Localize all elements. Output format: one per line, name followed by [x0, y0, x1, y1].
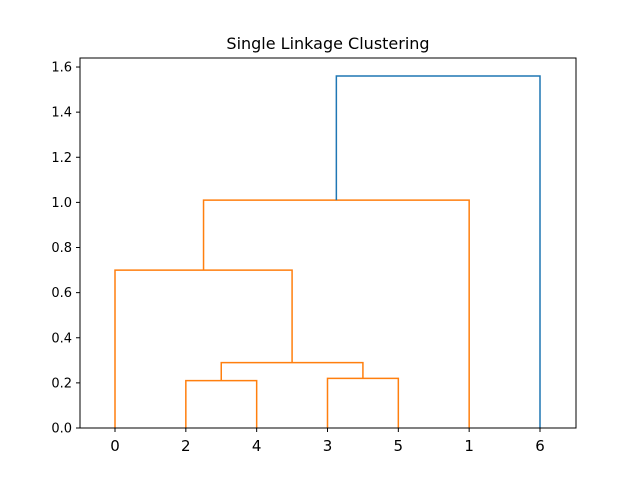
plot-frame	[79, 57, 577, 429]
y-tick-label: 0.2	[51, 376, 72, 391]
dendrogram-link	[202, 199, 470, 428]
leaf-label: 4	[252, 437, 262, 455]
y-tick-label: 0.0	[51, 422, 72, 437]
y-axis: 0.0 0.2 0.4 0.6 0.8 1.0 1.2 1.4 1.6	[51, 61, 80, 437]
leaf-label: 3	[323, 437, 333, 455]
x-axis: 0 2 4 3 5 1 6	[110, 428, 545, 455]
dendrogram-link	[185, 379, 258, 428]
y-tick-label: 0.8	[51, 241, 72, 256]
chart-title: Single Linkage Clustering	[226, 34, 429, 53]
leaf-label: 2	[181, 437, 191, 455]
leaf-label: 6	[535, 437, 545, 455]
dendrogram-link	[335, 75, 541, 428]
dendrogram-link	[114, 269, 293, 428]
y-tick-label: 1.6	[51, 61, 72, 76]
y-tick-label: 0.4	[51, 331, 72, 346]
leaf-label: 0	[110, 437, 120, 455]
y-tick-label: 0.6	[51, 286, 72, 301]
leaf-label: 5	[394, 437, 404, 455]
leaf-label: 1	[464, 437, 474, 455]
y-tick-label: 1.0	[51, 196, 72, 211]
dendrogram-links	[114, 75, 541, 428]
y-tick-label: 1.4	[51, 106, 72, 121]
dendrogram-link	[326, 377, 400, 428]
y-tick-label: 1.2	[51, 151, 72, 166]
